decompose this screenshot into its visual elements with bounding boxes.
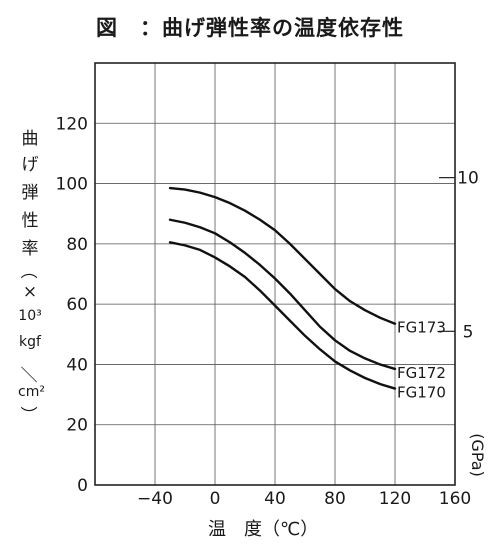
series-line-fg170 [168, 241, 397, 390]
y-axis-label-char: げ [21, 155, 39, 175]
y-axis-label-char: 性 [21, 211, 39, 231]
y-tick-label: 80 [66, 235, 88, 255]
y2-tick-label: 5 [463, 322, 474, 342]
y-axis-label-char: cm² [18, 384, 45, 400]
y-axis-label-char: kgf [19, 334, 41, 350]
x-tick-label: 80 [324, 489, 346, 509]
series-label: FG173 [397, 319, 446, 337]
x-tick-label: 0 [210, 489, 221, 509]
y2-tick-label: 10 [457, 169, 479, 189]
y-tick-label: 100 [56, 175, 88, 195]
x-tick-label: 40 [264, 489, 286, 509]
series-line-fg172 [168, 218, 397, 371]
y-axis-label-char: 10³ [18, 308, 42, 324]
x-axis-label: 温 度（℃） [208, 519, 319, 540]
chart-title: 図 ：曲げ弾性率の温度依存性 [96, 16, 404, 40]
series-label: FG170 [397, 384, 446, 402]
x-tick-label: 120 [379, 489, 411, 509]
series-label: FG172 [397, 364, 446, 382]
x-tick-label: −40 [137, 489, 173, 509]
y-tick-label: 40 [66, 355, 88, 375]
x-tick-label: 160 [439, 489, 471, 509]
y-axis-label-char: × [22, 282, 38, 302]
y-axis-label-char: 弾 [21, 183, 39, 203]
y-axis-label-char: 曲 [21, 129, 39, 149]
y-axis-label-char: 率 [21, 239, 39, 259]
plot-frame [94, 62, 456, 486]
series-line-fg173 [168, 186, 397, 325]
y2-axis-label: (GPa) [468, 433, 487, 477]
y-tick-label: 20 [66, 416, 88, 436]
y-tick-label: 120 [56, 114, 88, 134]
y-tick-label: 60 [66, 295, 88, 315]
y-tick-label: 0 [77, 476, 88, 496]
